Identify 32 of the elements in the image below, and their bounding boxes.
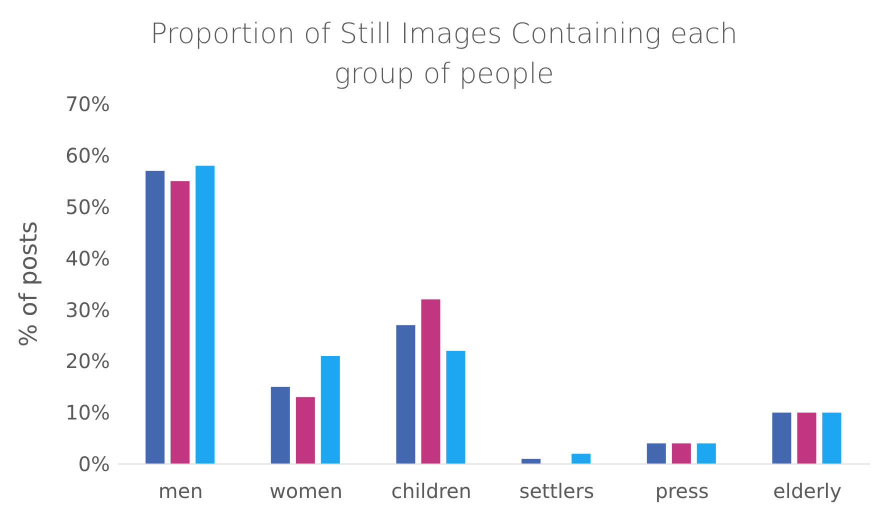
x-tick-label: children — [391, 479, 472, 504]
y-tick-label: 0% — [78, 452, 110, 476]
y-tick-label: 30% — [66, 298, 110, 322]
x-tick-label: press — [655, 479, 709, 504]
bar — [170, 181, 190, 464]
bar — [146, 170, 165, 464]
bar — [396, 325, 416, 464]
bar — [572, 454, 591, 464]
bar — [646, 443, 666, 464]
x-tick-label: elderly — [773, 479, 842, 504]
bar — [421, 299, 440, 464]
bar — [196, 166, 215, 464]
bar — [772, 412, 792, 464]
y-tick-label: 20% — [66, 349, 110, 374]
y-tick-label: 60% — [66, 144, 110, 168]
bar — [270, 386, 290, 464]
x-tick-label: men — [158, 479, 203, 504]
bar — [320, 356, 340, 464]
bar — [822, 412, 842, 464]
bar — [296, 397, 315, 464]
y-tick-label: 10% — [66, 400, 110, 425]
bar — [696, 443, 716, 464]
chart-title: Proportion of Still Images Containing each group of people — [149, 16, 739, 92]
bar — [446, 350, 466, 464]
x-tick-label: settlers — [519, 479, 594, 504]
y-tick-label: 50% — [66, 194, 110, 219]
y-axis-title: % of posts — [14, 221, 43, 347]
bar — [672, 443, 691, 464]
y-tick-label: 70% — [66, 92, 110, 116]
bar — [797, 412, 816, 464]
y-tick-label: 40% — [66, 246, 110, 270]
x-tick-label: women — [269, 479, 343, 504]
